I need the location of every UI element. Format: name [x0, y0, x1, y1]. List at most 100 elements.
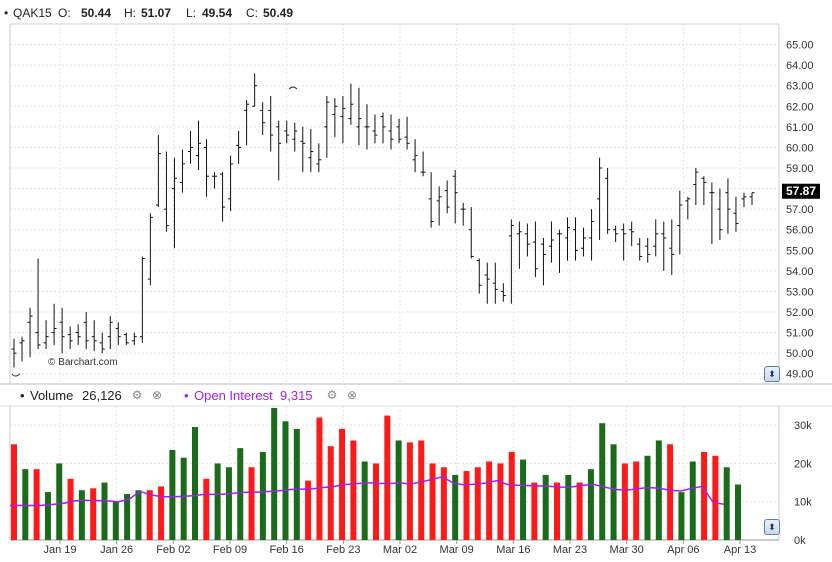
date-tick-label: Mar 09: [440, 544, 474, 556]
volume-bar: [225, 467, 232, 540]
date-tick-label: Jan 19: [43, 544, 76, 556]
low-label: L:: [186, 6, 197, 20]
price-axis: 49.00 50.00 51.00 52.00 53.00 54.00 55.00 56.00…: [786, 40, 814, 381]
ohlc-bar: [35, 258, 41, 350]
volume-bar: [429, 463, 436, 540]
ohlc-bar: [436, 186, 442, 226]
ohlc-bar: [324, 96, 330, 158]
volume-bar: [701, 451, 708, 540]
volume-bar: [271, 407, 278, 540]
price-tick-label: 51.00: [786, 328, 814, 340]
ohlc-bar: [292, 122, 298, 152]
ohlc-bar: [244, 100, 250, 146]
price-tick-label: 57.00: [786, 204, 814, 216]
ohlc-bar: [139, 256, 145, 343]
ohlc-bar: [589, 209, 595, 261]
volume-tick-label: 20k: [794, 458, 812, 470]
ohlc-bar: [532, 221, 538, 278]
ohlc-bar: [396, 118, 402, 144]
price-tick-label: 49.00: [786, 369, 814, 381]
volume-bar: [350, 440, 357, 540]
ohlc-bar: [749, 192, 755, 206]
volume-bar: [486, 461, 493, 540]
ohlc-bar: [115, 322, 121, 345]
price-tick-label: 53.00: [786, 286, 814, 298]
ohlc-bar: [565, 217, 570, 261]
price-tick-label: 64.00: [786, 60, 814, 72]
volume-bar: [101, 482, 108, 540]
price-scroll-button[interactable]: ⬍: [764, 366, 780, 382]
ohlc-bar: [364, 104, 370, 150]
volume-bar: [508, 451, 515, 540]
price-tick-label: 61.00: [786, 122, 814, 134]
ohlc-bar: [316, 143, 322, 173]
ohlc-bar: [91, 320, 97, 352]
ohlc-bar: [300, 126, 306, 173]
ohlc-bar: [131, 332, 137, 345]
volume-bar: [305, 480, 312, 540]
price-tick-label: 59.00: [786, 163, 814, 175]
gear-icon[interactable]: ⚙: [131, 388, 143, 402]
price-tick-label: 60.00: [786, 142, 814, 154]
close-icon[interactable]: ⊗: [346, 388, 358, 402]
volume-bar: [373, 463, 379, 540]
oi-label: Open Interest: [194, 388, 273, 403]
price-tick-label: 55.00: [786, 245, 814, 257]
ohlc-bar: [404, 116, 410, 150]
volume-bar: [633, 461, 640, 540]
volume-bar: [621, 463, 628, 540]
volume-scroll-button[interactable]: ⬍: [764, 519, 780, 535]
volume-bar: [440, 467, 447, 540]
ohlc-bar: [356, 87, 362, 146]
gear-icon[interactable]: ⚙: [326, 388, 338, 402]
volume-bar: [90, 488, 97, 540]
ohlc-bar: [155, 135, 161, 208]
ohlc-bar: [260, 102, 266, 136]
ohlc-bar: [484, 262, 490, 304]
volume-bar: [112, 501, 119, 540]
open-value: 50.44: [81, 6, 112, 20]
ohlc-bar: [179, 149, 185, 193]
ohlc-bar: [741, 192, 747, 208]
volume-bar: [361, 461, 368, 540]
volume-bar: [214, 463, 221, 540]
volume-label: Volume: [30, 388, 74, 403]
ohlc-bar: [733, 196, 739, 232]
price-tick-label: 54.00: [786, 266, 814, 278]
ohlc-bar: [556, 229, 562, 273]
ohlc-bar: [204, 139, 210, 197]
oi-value: 9,315: [280, 388, 313, 403]
date-tick-label: Feb 02: [156, 544, 190, 556]
date-tick-label: Apr 13: [724, 544, 756, 556]
ohlc-bar: [597, 157, 603, 240]
ohlc-bar: [444, 180, 450, 214]
ohlc-bar: [107, 316, 113, 350]
volume-bar: [542, 474, 549, 540]
volume-bar: [474, 467, 481, 540]
bullet-icon: •: [4, 6, 9, 20]
price-grid: [10, 24, 779, 540]
date-axis: Jan 19 Jan 26 Feb 02 Feb 09 Feb 16 Feb 23 Mar …: [43, 540, 756, 556]
watermark: © Barchart.com: [48, 357, 118, 368]
ohlc-bar: [701, 176, 707, 206]
volume-bar: [723, 467, 730, 540]
ohlc-bar: [83, 312, 89, 350]
ohlc-bar: [669, 219, 675, 275]
chevron-updown-icon: ⬍: [768, 522, 776, 532]
ohlc-bar: [516, 221, 522, 269]
volume-bar: [712, 455, 719, 540]
ohlc-bar: [717, 188, 723, 240]
ohlc-bar: [677, 190, 683, 255]
volume-bar: [44, 492, 51, 540]
volume-bar: [22, 469, 29, 540]
ohlc-bar: [99, 332, 105, 354]
ohlc-bar: [524, 223, 530, 257]
volume-bar: [259, 451, 266, 540]
date-tick-label: Mar 02: [383, 544, 417, 556]
volume-bar: [293, 428, 300, 540]
ohlc-bar: [372, 114, 378, 144]
close-icon[interactable]: ⊗: [151, 388, 163, 402]
ohlc-bar: [428, 172, 434, 228]
ohlc-bar: [147, 213, 153, 286]
